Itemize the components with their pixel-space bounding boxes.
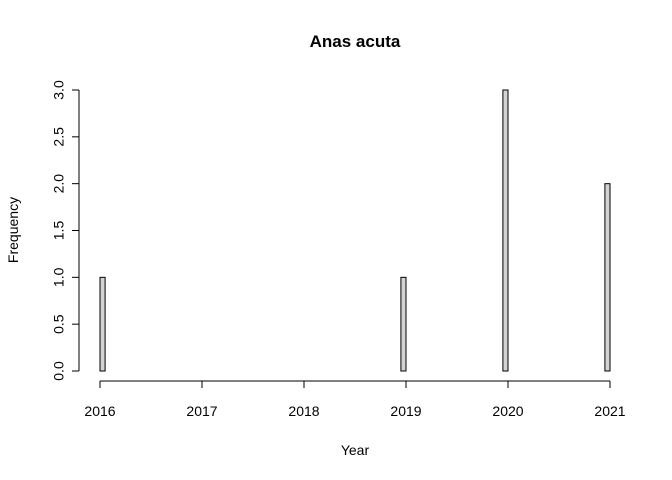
- x-tick-label: 2018: [288, 403, 319, 419]
- x-tick-label: 2019: [390, 403, 421, 419]
- histogram-bar: [502, 89, 509, 372]
- y-axis-label: Frequency: [5, 197, 21, 263]
- y-tick-label: 2.5: [51, 127, 67, 147]
- x-tick-label: 2020: [492, 403, 523, 419]
- x-axis-label: Year: [341, 442, 370, 458]
- chart-title: Anas acuta: [310, 32, 401, 51]
- histogram-bar: [400, 276, 407, 372]
- y-tick-label: 1.0: [51, 267, 67, 287]
- y-tick-label: 3.0: [51, 80, 67, 100]
- y-axis: 0.0 0.5 1.0 1.5 2.0 2.5 3.0: [51, 80, 80, 381]
- bars-group: [99, 89, 611, 372]
- histogram-bar: [99, 276, 106, 372]
- y-tick-label: 0.5: [51, 314, 67, 334]
- x-tick-label: 2017: [186, 403, 217, 419]
- x-tick-label: 2016: [84, 403, 115, 419]
- y-tick-label: 0.0: [51, 361, 67, 381]
- x-tick-label: 2021: [594, 403, 625, 419]
- histogram-bar: [604, 183, 611, 372]
- y-tick-label: 1.5: [51, 221, 67, 241]
- y-tick-label: 2.0: [51, 174, 67, 194]
- x-axis: 2016 2017 2018 2019 2020 2021: [84, 380, 626, 419]
